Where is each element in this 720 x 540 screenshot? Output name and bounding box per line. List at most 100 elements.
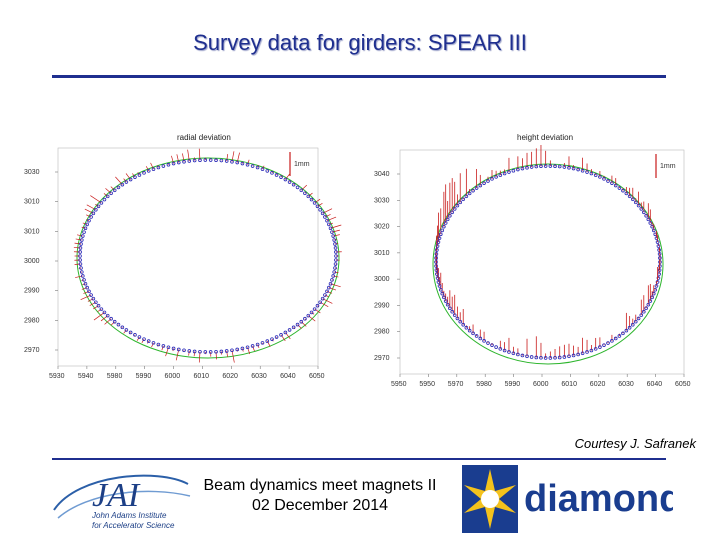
survey-point [437, 236, 442, 240]
deviation-bar [141, 338, 145, 343]
deviation-bar [308, 192, 313, 197]
deviation-bar [82, 222, 88, 225]
survey-point [452, 313, 457, 317]
survey-point [137, 335, 142, 339]
survey-point [279, 175, 283, 179]
survey-point [328, 281, 333, 286]
survey-point [442, 224, 446, 229]
y-tick-label: 3010 [374, 250, 390, 257]
survey-point [255, 165, 260, 170]
survey-point [299, 188, 304, 193]
deviation-bar [93, 312, 105, 321]
survey-point [327, 285, 331, 290]
survey-point [646, 217, 651, 222]
y-tick-label: 3040 [374, 171, 390, 178]
survey-point [208, 158, 213, 162]
survey-point [448, 306, 452, 311]
survey-point [176, 347, 181, 352]
survey-point [87, 218, 91, 223]
deviation-bar [95, 204, 99, 207]
survey-point [323, 293, 327, 297]
survey-point [171, 346, 176, 351]
deviation-bar [81, 226, 86, 229]
survey-point [323, 215, 327, 219]
survey-point [82, 278, 86, 282]
y-tick-label: 2990 [24, 288, 40, 295]
survey-point [656, 276, 661, 280]
survey-point [490, 177, 494, 181]
survey-point [312, 307, 317, 311]
survey-point [455, 316, 460, 321]
x-tick-label: 6030 [251, 373, 267, 380]
survey-point [539, 356, 543, 360]
deviation-bar [324, 214, 331, 218]
x-tick-label: 5940 [78, 373, 94, 380]
survey-point [516, 167, 520, 172]
survey-point [91, 211, 96, 216]
deviation-bar [317, 202, 323, 207]
x-tick-label: 6050 [675, 381, 691, 388]
survey-point [571, 166, 576, 171]
deviation-bar [123, 178, 127, 183]
survey-point [79, 242, 83, 246]
deviation-bar [136, 336, 140, 341]
survey-point [328, 226, 333, 231]
survey-point [486, 179, 490, 183]
survey-point [486, 341, 490, 345]
radial-deviation-plot: radial deviation 1mm 5930 5940 5980 5990 6000 6… [22, 128, 342, 380]
x-tick-label: 5950 [391, 381, 407, 388]
survey-point [274, 173, 279, 177]
survey-point [283, 177, 288, 182]
plot-frame [399, 149, 685, 375]
survey-point [151, 167, 156, 171]
survey-point [511, 351, 516, 356]
survey-point [80, 234, 85, 238]
survey-point [333, 242, 337, 246]
survey-point [240, 161, 245, 166]
deviation-bar [161, 345, 164, 351]
survey-point [83, 281, 88, 286]
survey-point [557, 355, 562, 360]
survey-point [548, 164, 553, 168]
survey-point [245, 162, 250, 167]
survey-point [80, 274, 85, 278]
height-deviation-chart: height deviation 1mm 5950 5950 5970 5980 5990 6… [374, 133, 691, 388]
survey-point [120, 325, 125, 330]
footer-event: Beam dynamics meet magnets II [203, 477, 437, 494]
survey-point [543, 164, 548, 168]
survey-point [455, 203, 460, 208]
survey-point [448, 213, 452, 218]
survey-point [303, 191, 307, 196]
x-tick-label: 5980 [476, 381, 492, 388]
survey-point [657, 248, 661, 252]
survey-point [245, 345, 250, 350]
survey-point [520, 353, 525, 358]
survey-point [482, 339, 486, 343]
survey-point [112, 319, 117, 324]
radial-deviation-chart: radial deviation 1mm 5930 5940 5980 5990 6000 6… [24, 133, 342, 380]
survey-point [327, 222, 331, 227]
survey-point [648, 221, 653, 225]
survey-point [320, 211, 325, 216]
survey-point [464, 194, 469, 199]
survey-point [182, 348, 186, 353]
y-tick-label: 3030 [374, 197, 390, 204]
survey-point [79, 270, 84, 274]
survey-point [654, 284, 659, 288]
survey-point [471, 331, 475, 336]
survey-point [437, 284, 442, 288]
survey-point [598, 175, 602, 179]
survey-point [562, 355, 567, 359]
survey-point [440, 291, 445, 296]
survey-point [434, 264, 438, 268]
survey-point [156, 165, 161, 170]
survey-point [291, 182, 296, 187]
survey-point [83, 226, 88, 231]
survey-point [438, 287, 443, 292]
survey-point [214, 158, 218, 162]
survey-point [116, 185, 121, 190]
jai-logo: JAI John Adams Institute for Accelerator… [53, 474, 191, 530]
x-tick-label: 6030 [618, 381, 634, 388]
survey-point [438, 232, 443, 237]
survey-point [585, 170, 589, 174]
